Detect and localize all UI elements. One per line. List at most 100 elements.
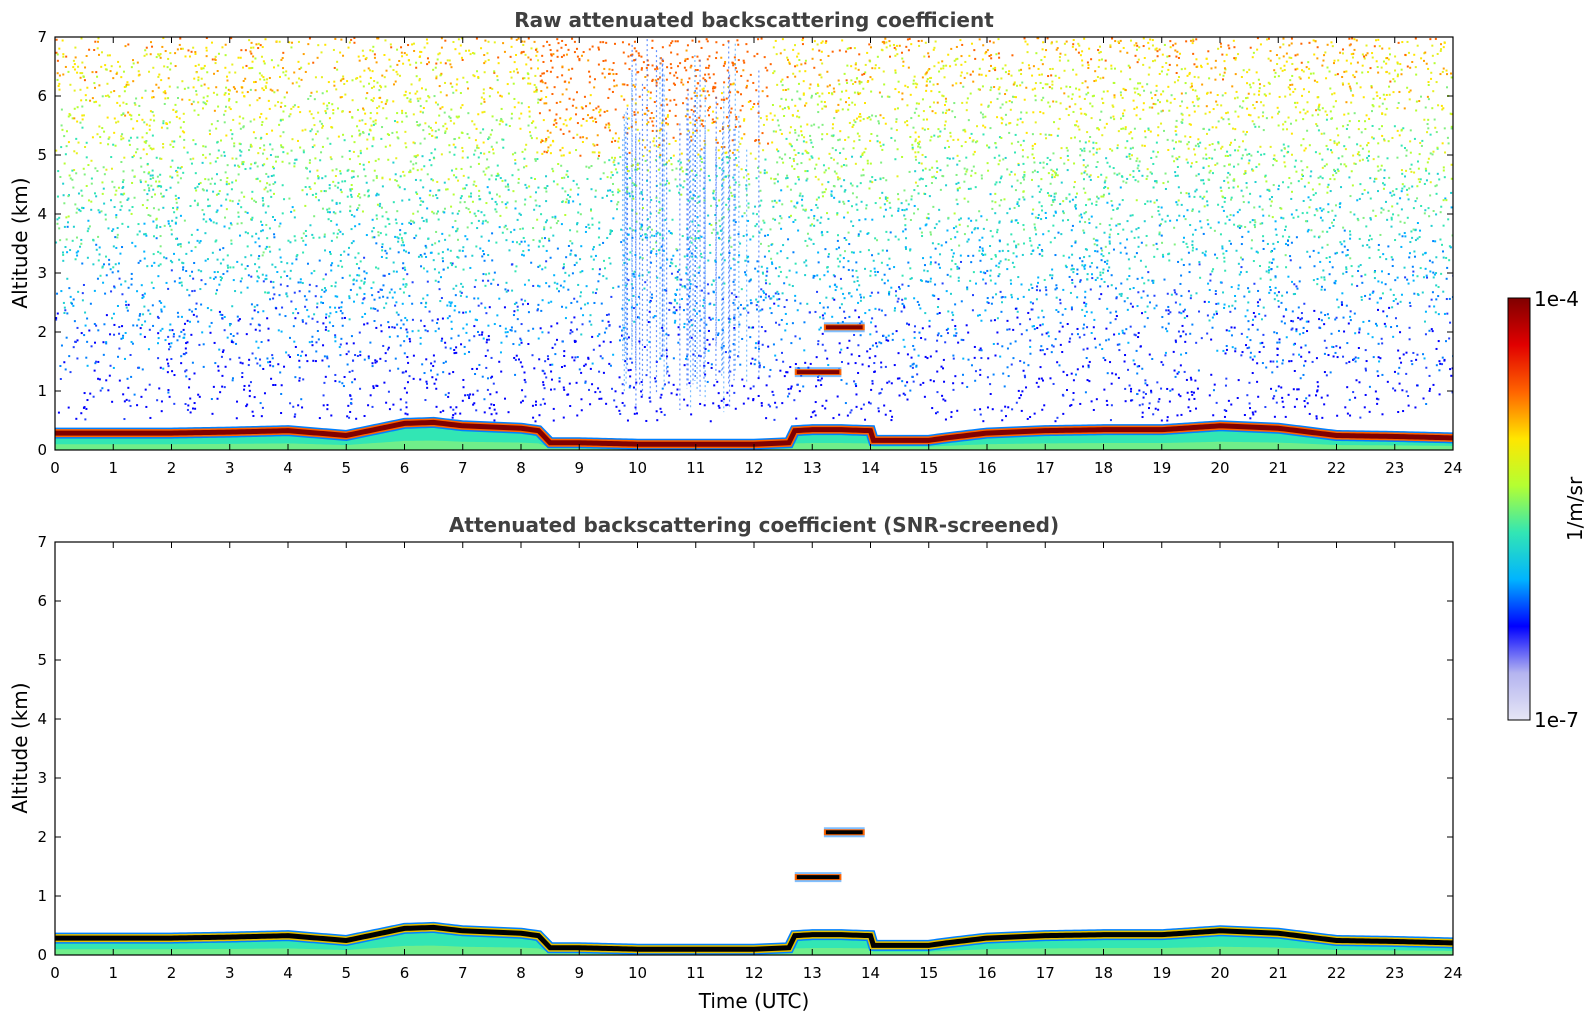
noise-pixel xyxy=(463,352,466,355)
noise-pixel xyxy=(1300,144,1303,147)
noise-pixel xyxy=(590,255,593,258)
noise-pixel xyxy=(314,196,317,199)
noise-pixel xyxy=(1298,333,1301,336)
noise-pixel xyxy=(1269,145,1272,148)
noise-pixel xyxy=(454,294,457,297)
noise-pixel xyxy=(647,169,650,172)
noise-pixel xyxy=(1385,107,1388,110)
noise-pixel xyxy=(587,59,590,62)
noise-pixel xyxy=(847,108,850,111)
noise-pixel xyxy=(327,218,330,221)
noise-pixel xyxy=(1137,82,1140,85)
noise-pixel xyxy=(1187,251,1190,254)
noise-pixel xyxy=(833,170,836,173)
noise-pixel xyxy=(326,408,329,411)
noise-pixel xyxy=(967,331,970,334)
noise-pixel xyxy=(63,135,66,138)
noise-pixel xyxy=(272,297,275,300)
noise-pixel xyxy=(1090,332,1093,335)
noise-pixel xyxy=(695,174,698,177)
noise-pixel xyxy=(747,326,750,329)
noise-pixel xyxy=(278,225,281,228)
noise-pixel xyxy=(732,280,735,283)
noise-pixel xyxy=(729,83,732,86)
noise-pixel xyxy=(1368,117,1371,120)
noise-pixel xyxy=(102,281,105,284)
noise-pixel xyxy=(606,236,609,239)
noise-pixel xyxy=(949,275,952,278)
noise-pixel xyxy=(517,181,520,184)
noise-pixel xyxy=(1231,304,1234,307)
noise-pixel xyxy=(339,309,342,312)
noise-pixel xyxy=(1392,387,1395,390)
noise-pixel xyxy=(825,296,828,299)
noise-pixel xyxy=(1088,255,1091,258)
noise-pixel xyxy=(226,264,229,267)
noise-pixel xyxy=(949,65,952,68)
noise-pixel xyxy=(1062,210,1065,213)
noise-pixel xyxy=(788,392,791,395)
noise-pixel xyxy=(1015,255,1018,258)
noise-pixel xyxy=(517,168,520,171)
noise-pixel xyxy=(130,340,133,343)
noise-pixel xyxy=(765,274,768,277)
noise-pixel xyxy=(686,236,689,239)
noise-pixel xyxy=(921,279,924,282)
noise-pixel xyxy=(976,125,979,128)
noise-pixel xyxy=(1224,384,1227,387)
noise-pixel xyxy=(917,40,920,43)
noise-pixel xyxy=(1242,100,1245,103)
noise-pixel xyxy=(458,311,461,314)
noise-pixel xyxy=(903,209,906,212)
noise-pixel xyxy=(1289,122,1292,125)
noise-pixel xyxy=(913,212,916,215)
noise-pixel xyxy=(1045,293,1048,296)
noise-pixel xyxy=(1353,213,1356,216)
noise-pixel xyxy=(609,72,612,75)
noise-pixel xyxy=(1335,127,1338,130)
noise-pixel xyxy=(202,96,205,99)
noise-pixel xyxy=(855,203,858,206)
noise-pixel xyxy=(263,188,266,191)
noise-pixel xyxy=(743,133,746,136)
noise-pixel xyxy=(290,149,293,152)
noise-pixel xyxy=(1123,360,1126,363)
noise-pixel xyxy=(1334,204,1337,207)
noise-pixel xyxy=(1153,201,1156,204)
noise-pixel xyxy=(876,270,879,273)
noise-pixel xyxy=(298,366,301,369)
noise-pixel xyxy=(1047,230,1050,233)
noise-pixel xyxy=(1355,379,1358,382)
noise-pixel xyxy=(1075,87,1078,90)
noise-pixel xyxy=(1222,78,1225,81)
noise-pixel xyxy=(105,379,108,382)
noise-pixel xyxy=(395,301,398,304)
noise-pixel xyxy=(1228,329,1231,332)
noise-pixel xyxy=(87,164,90,167)
noise-pixel xyxy=(58,47,61,50)
noise-pixel xyxy=(759,309,762,312)
noise-pixel xyxy=(659,407,662,410)
noise-pixel xyxy=(538,358,541,361)
noise-pixel xyxy=(617,137,620,140)
noise-pixel xyxy=(484,60,487,63)
noise-pixel xyxy=(123,156,126,159)
noise-pixel xyxy=(734,67,737,70)
noise-pixel xyxy=(1394,55,1397,58)
noise-pixel xyxy=(1365,225,1368,228)
noise-pixel xyxy=(150,264,153,267)
noise-pixel xyxy=(432,179,435,182)
noise-pixel xyxy=(177,243,180,246)
noise-pixel xyxy=(890,419,893,422)
noise-pixel xyxy=(540,309,543,312)
noise-pixel xyxy=(749,387,752,390)
noise-pixel xyxy=(652,248,655,251)
noise-pixel xyxy=(1202,157,1205,160)
noise-pixel xyxy=(522,254,525,257)
noise-pixel xyxy=(1282,315,1285,318)
noise-pixel xyxy=(435,136,438,139)
noise-pixel xyxy=(1084,166,1087,169)
noise-pixel xyxy=(84,66,87,69)
noise-pixel xyxy=(1144,136,1147,139)
noise-pixel xyxy=(307,62,310,65)
